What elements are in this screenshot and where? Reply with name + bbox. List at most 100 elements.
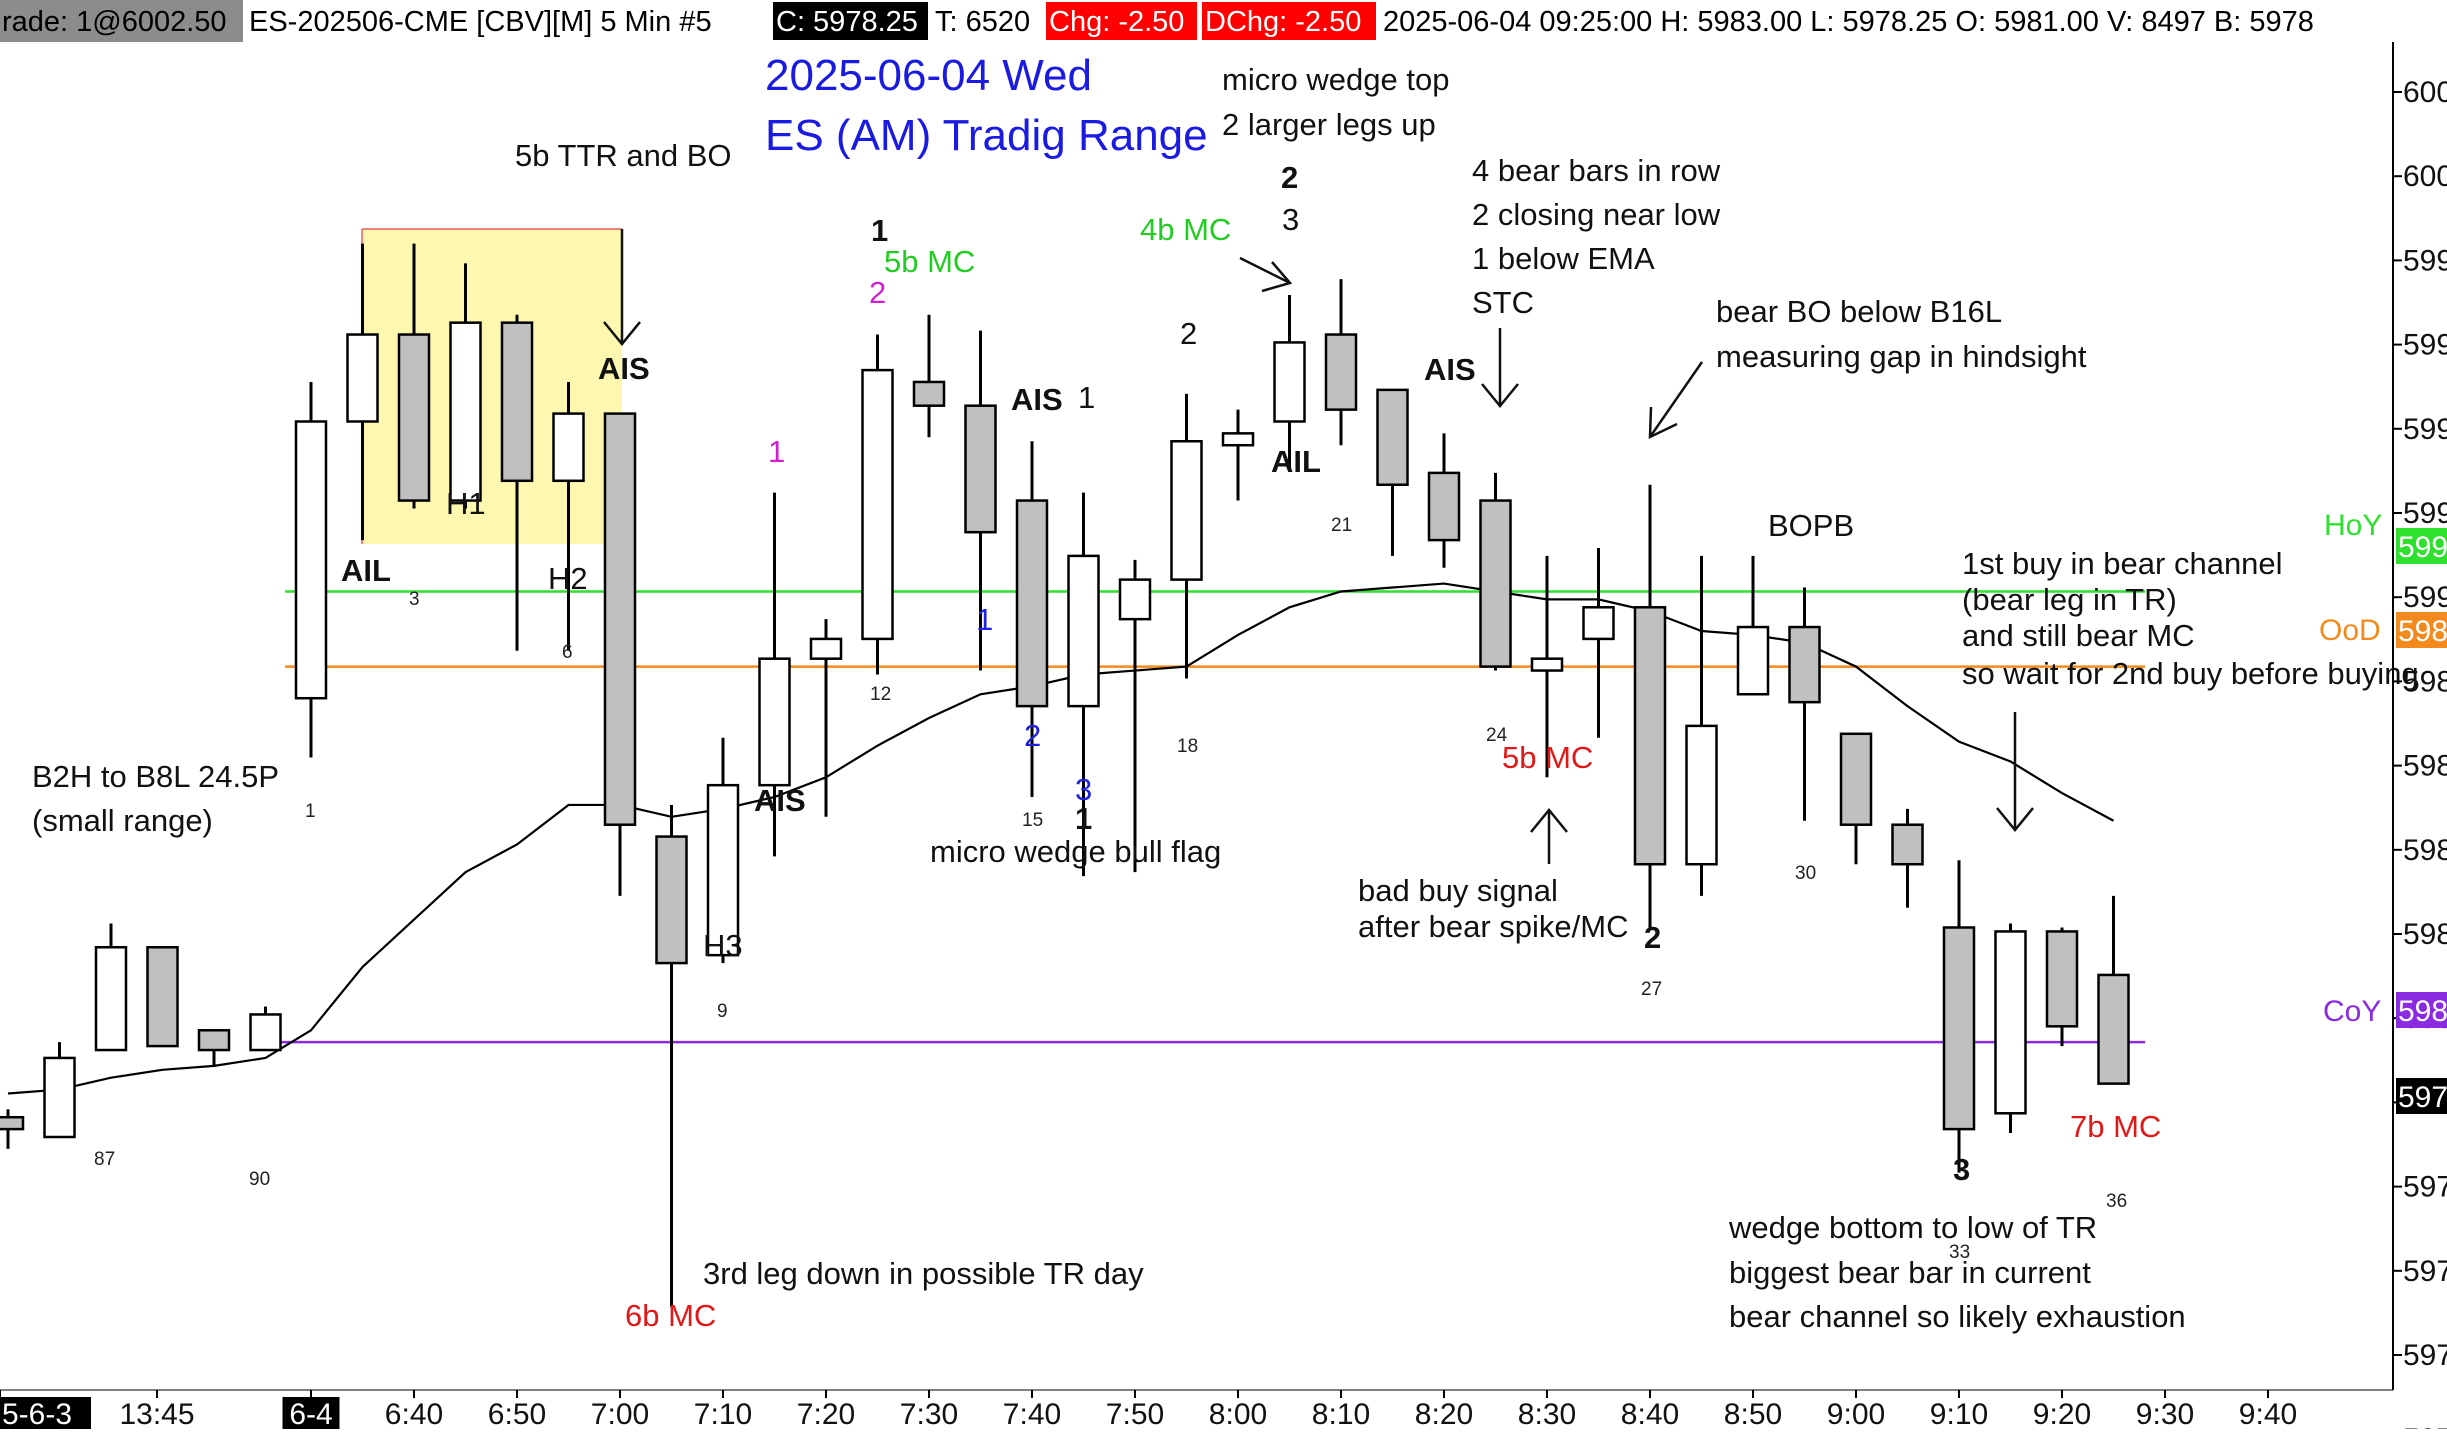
candle [197, 1029, 231, 1066]
header-stats: 2025-06-04 09:25:00 H: 5983.00 L: 5978.2… [1383, 6, 2314, 38]
candle-body [1942, 926, 1976, 1131]
lbl-1-715-ghost: 1 [767, 435, 784, 470]
bar-count: 18 [1177, 736, 1198, 757]
tag-hoy: 599 [2398, 531, 2447, 564]
candle-body [1324, 333, 1358, 411]
candle-body [1067, 554, 1100, 708]
candle [1685, 555, 1718, 896]
ann-mc-4b: 4b MC [1140, 212, 1231, 247]
x-tick-label: 9:00 [1827, 1398, 1885, 1429]
x-tick-label: 7:30 [900, 1398, 958, 1429]
ann-four-bear-3: 1 below EMA [1472, 241, 1655, 276]
candle [1582, 547, 1615, 738]
candle [758, 492, 791, 857]
label-hoy: HoY [2324, 509, 2382, 542]
candle-body [706, 783, 740, 957]
candle-body [0, 1115, 25, 1131]
level-labels: HoY 599 OoD 598 CoY 598 597 [2319, 509, 2447, 1114]
candle [912, 314, 946, 438]
candle-body [1427, 471, 1461, 542]
chg-bg [1046, 2, 1197, 40]
candle [397, 243, 431, 509]
candle [552, 381, 585, 651]
arrow-down [1481, 328, 1519, 408]
y-tick-label: 600 [2403, 76, 2447, 109]
bar-count: 36 [2106, 1191, 2127, 1212]
x-tick-label: 8:50 [1724, 1398, 1782, 1429]
candle [1633, 484, 1667, 928]
candle [1015, 441, 1049, 798]
ann-5b-ttr: 5b TTR and BO [515, 138, 732, 173]
lbl-2-805: 2 [1281, 160, 1298, 195]
candle-body [1118, 578, 1152, 621]
candle-body [655, 835, 688, 965]
ann-h2: H2 [548, 561, 588, 596]
x-tick-label: 8:30 [1518, 1398, 1576, 1429]
candle-body [1582, 606, 1615, 641]
ann-micro-wedge-flag: micro wedge bull flag [930, 834, 1221, 869]
x-tick-label: 7:10 [694, 1398, 752, 1429]
candle-body [912, 380, 946, 407]
lbl-3-745: 3 [1075, 772, 1092, 807]
y-tick-label: 597 [2403, 1423, 2447, 1429]
candle [1067, 492, 1100, 877]
bar-count: 27 [1641, 979, 1662, 1000]
x-tick-label: 9:40 [2239, 1398, 2297, 1429]
x-tick-label: 7:40 [1003, 1398, 1061, 1429]
candle-body [1170, 440, 1203, 581]
ann-bopb: BOPB [1768, 508, 1854, 543]
x-tick-label: 7:00 [591, 1398, 649, 1429]
header-trade: rade: 1@6002.50 [2, 6, 227, 38]
arrow-down [603, 229, 641, 346]
header-close: C: 5978.25 [776, 6, 918, 38]
header-chg: Chg: -2.50 [1049, 6, 1184, 38]
lbl-2-755: 2 [1180, 316, 1197, 351]
bar-count: 24 [1486, 725, 1508, 746]
candle [0, 1109, 25, 1149]
candle [2097, 895, 2130, 1085]
y-tick-label: 598 [2403, 834, 2447, 867]
candle-body [1891, 823, 1924, 866]
ann-ail-2: AIL [1271, 444, 1321, 479]
y-tick-label: 599 [2403, 581, 2447, 614]
ann-b2h-2: (small range) [32, 803, 213, 838]
ann-first-buy-4: so wait for 2nd buy before buying [1962, 656, 2419, 691]
tag-ood-bg [2396, 612, 2447, 648]
candle [1273, 294, 1306, 469]
y-tick-label: 600 [2403, 160, 2447, 193]
candle [146, 946, 179, 1048]
ann-mc-6b: 6b MC [625, 1298, 716, 1333]
tag-hoy-bg [2396, 528, 2447, 564]
ann-first-buy-2: (bear leg in TR) [1962, 582, 2177, 617]
close-bg [773, 2, 928, 40]
candle [603, 412, 637, 896]
y-tick-label: 599 [2403, 329, 2447, 362]
candle-body [1736, 625, 1770, 696]
annotations: 5b TTR and BO micro wedge top 2 larger l… [32, 62, 2419, 1334]
candle-body [552, 412, 585, 483]
ann-mc-5b-top: 5b MC [884, 244, 975, 279]
candle [2045, 927, 2079, 1047]
y-tick-label: 599 [2403, 244, 2447, 277]
candle-body [1633, 606, 1667, 866]
candle [861, 334, 894, 675]
y-tick-label: 597 [2403, 1339, 2447, 1372]
x-date-bg [0, 1397, 91, 1429]
label-coy: CoY [2323, 995, 2381, 1028]
arrow-down-left [1648, 361, 1704, 440]
candle [1736, 555, 1770, 696]
x-tick-label: 5-6-3 [2, 1398, 72, 1429]
bar-count: 9 [717, 1001, 728, 1022]
y-tick-label: 599 [2403, 497, 2447, 530]
candle-body [1221, 432, 1255, 447]
x-tick-label: 8:00 [1209, 1398, 1267, 1429]
ann-micro-wedge-top-2: 2 larger legs up [1222, 107, 1436, 142]
candle [346, 243, 379, 541]
x-tick-label: 8:10 [1312, 1398, 1370, 1429]
ann-bear-bo-1: bear BO below B16L [1716, 294, 2002, 329]
header-symbol: ES-202506-CME [CBV][M] 5 Min #5 [249, 6, 712, 38]
candle [964, 330, 997, 671]
x-tick-label: 6:40 [385, 1398, 443, 1429]
x-tick-label: 7:20 [797, 1398, 855, 1429]
